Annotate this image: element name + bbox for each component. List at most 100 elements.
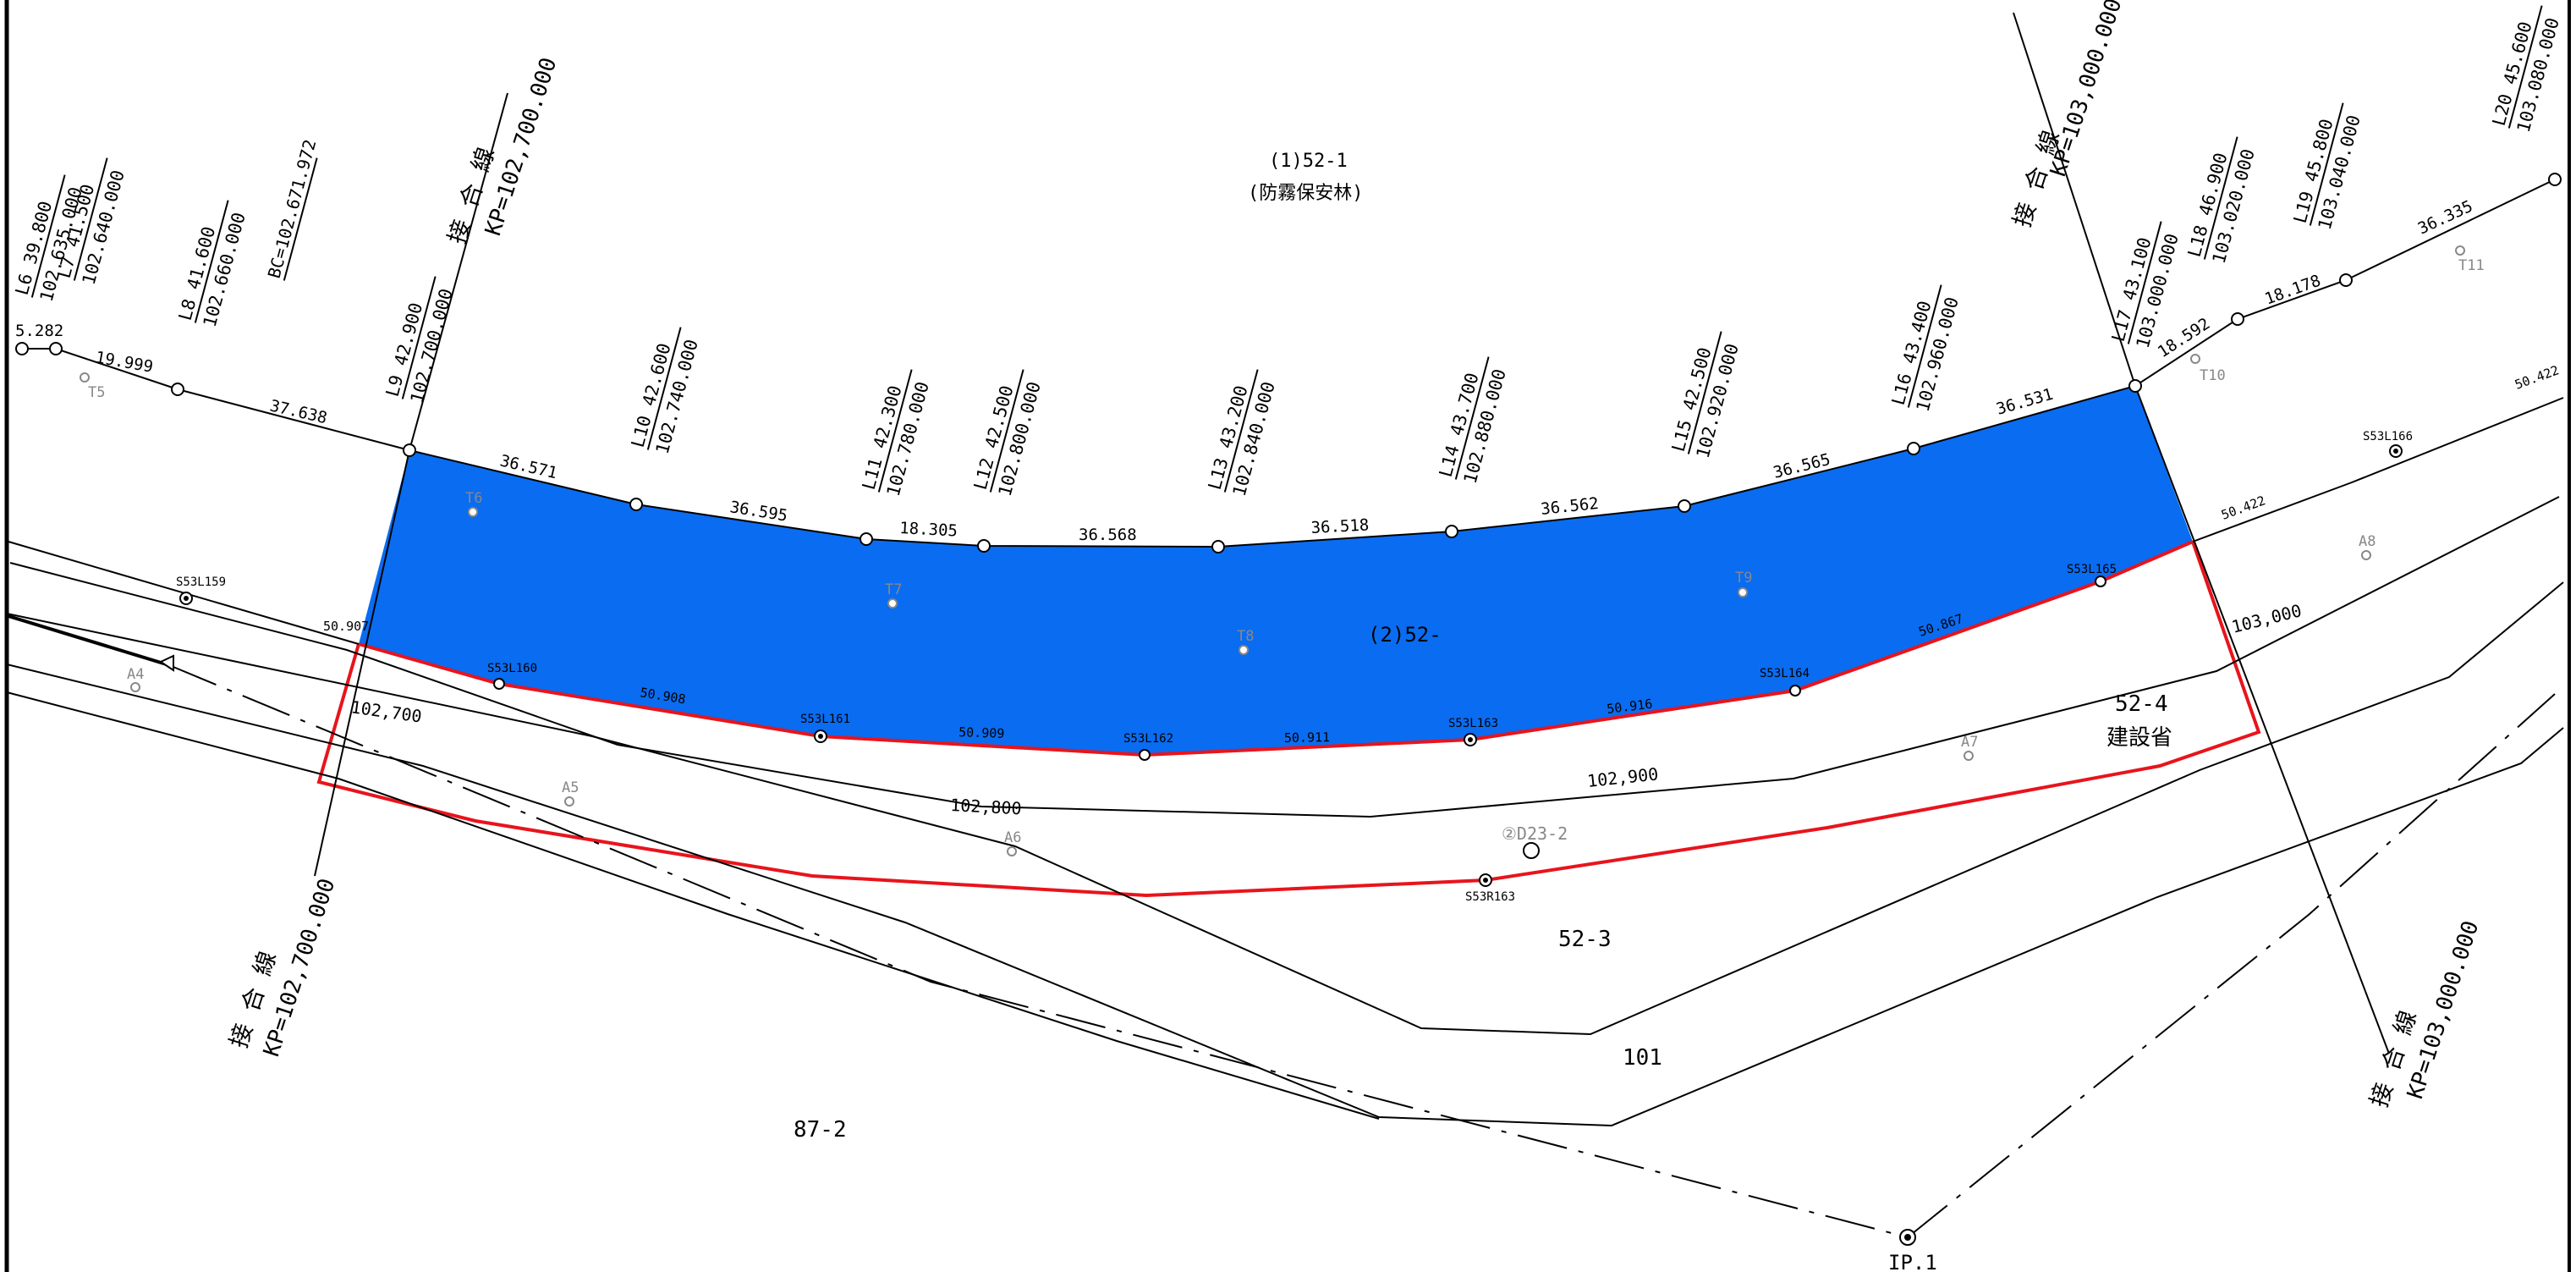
junction-line-right-top	[2013, 12, 2136, 387]
parcel-52-2-fill[interactable]	[359, 386, 2193, 755]
svg-text:A5: A5	[562, 779, 579, 796]
line-edge-c	[6, 691, 1380, 1120]
station-fraction-bar	[2127, 221, 2162, 344]
svg-text:A8: A8	[2359, 533, 2376, 550]
junction-line-right	[2134, 385, 2390, 1054]
gray-markers	[80, 245, 2465, 856]
chainage-labels: 102,700 102,800 102,900 103,000	[349, 600, 2304, 818]
line-bold	[8, 614, 170, 667]
svg-text:T11: T11	[2458, 257, 2485, 274]
svg-text:T9: T9	[1735, 570, 1752, 586]
line-edge-a	[6, 581, 2564, 1036]
svg-text:KP=103,000.000: KP=103,000.000	[2046, 0, 2127, 179]
svg-text:S53L164: S53L164	[1760, 667, 1810, 680]
svg-text:②D23-2: ②D23-2	[1502, 823, 1568, 844]
svg-text:S53L163: S53L163	[1448, 717, 1498, 730]
parcel-52-2-lower-boundary	[358, 540, 2194, 757]
station-fraction-bar	[194, 200, 229, 323]
station-fraction-bar	[2309, 102, 2344, 226]
svg-text:37.638: 37.638	[268, 396, 329, 427]
junction-right-bottom: 接 合 線 KP=103,000.000	[2365, 917, 2484, 1110]
svg-text:S53L162: S53L162	[1123, 732, 1173, 746]
svg-text:50.911: 50.911	[1284, 730, 1330, 746]
svg-text:A7: A7	[1961, 734, 1978, 751]
station-fraction-bar	[1907, 284, 1942, 408]
svg-text:KP=103,000.000: KP=103,000.000	[2403, 917, 2484, 1102]
svg-text:50.907: 50.907	[323, 619, 369, 634]
svg-text:36.562: 36.562	[1540, 494, 1600, 519]
parcel-52-1-note: (防霧保安林)	[1248, 183, 1364, 204]
station-fraction-bar	[1687, 331, 1722, 454]
parcel-52-3-label: 52-3	[1558, 927, 1612, 952]
parcel-52-4-label: 52-4	[2115, 691, 2168, 717]
svg-text:S53L166: S53L166	[2363, 430, 2413, 443]
svg-text:18.178: 18.178	[2262, 272, 2323, 309]
svg-text:102,800: 102,800	[950, 795, 1022, 818]
svg-text:A6: A6	[1004, 829, 1021, 846]
parcel-52-2-label: (2)52-	[1368, 623, 1442, 647]
svg-text:18.305: 18.305	[899, 519, 958, 541]
svg-text:50.422: 50.422	[2513, 362, 2561, 392]
survey-point-labels: S53L159 S53L160 S53L161 S53L162 S53L163 …	[176, 430, 2413, 1272]
station-fraction-bar	[646, 327, 682, 450]
svg-text:S53L161: S53L161	[800, 713, 850, 726]
station-fraction-bar	[1223, 369, 1259, 493]
svg-text:T8: T8	[1237, 628, 1254, 645]
junction-right-top: 接 合 線 KP=103,000.000	[2008, 0, 2127, 230]
svg-text:5.282: 5.282	[15, 322, 63, 340]
parcel-52-4-owner: 建設省	[2106, 725, 2172, 751]
parcel-52-4-boundary	[316, 541, 2261, 898]
svg-text:T10: T10	[2200, 367, 2226, 384]
station-label-bc: BC=102.671.972	[264, 137, 321, 281]
station-fraction-bar	[2507, 5, 2543, 129]
station-fraction-bar	[2203, 136, 2238, 260]
junction-left-top: 接 合 線 KP=102,700.000	[442, 54, 562, 247]
centerline-1	[168, 664, 1909, 1238]
junction-line-left-top	[409, 92, 508, 451]
station-fraction-bar	[877, 369, 913, 493]
svg-text:102,700: 102,700	[349, 697, 423, 726]
svg-text:50.909: 50.909	[958, 724, 1005, 741]
line-right-1	[2192, 397, 2564, 542]
svg-text:102,900: 102,900	[1586, 763, 1659, 791]
station-fraction-bar	[30, 174, 66, 298]
svg-text:T6: T6	[465, 490, 482, 507]
centerline-2	[1907, 693, 2556, 1238]
station-bc-text: BC=102.671.972	[264, 137, 321, 280]
station-fraction-bar	[73, 157, 108, 281]
svg-text:50.422: 50.422	[2219, 493, 2267, 522]
svg-text:36.518: 36.518	[1310, 515, 1370, 537]
parcel-87-2-label: 87-2	[794, 1117, 847, 1143]
svg-text:S53R163: S53R163	[1465, 890, 1515, 904]
station-fraction-bar	[1454, 356, 1490, 480]
svg-text:T5: T5	[88, 384, 105, 401]
centerline-arrow	[158, 654, 174, 672]
svg-text:A4: A4	[127, 666, 144, 683]
survey-points	[179, 444, 2403, 1246]
gray-marker-labels: T5 T6 T7 T8 T9 T10 T11 A4 A5 A6 A7 A8	[88, 257, 2485, 846]
line-upper-2	[9, 496, 2560, 818]
station-fraction-bar	[401, 276, 437, 399]
junction-left-bottom: 接 合 線 KP=102,700.000	[224, 875, 340, 1060]
svg-text:T7: T7	[885, 581, 902, 598]
parcel-52-1-label: (1)52-1	[1269, 151, 1348, 172]
svg-text:S53L160: S53L160	[487, 662, 537, 675]
svg-text:36.568: 36.568	[1079, 526, 1137, 544]
top-points	[15, 173, 2562, 553]
svg-text:S53L159: S53L159	[176, 575, 226, 589]
svg-text:IP.1: IP.1	[1888, 1251, 1937, 1272]
